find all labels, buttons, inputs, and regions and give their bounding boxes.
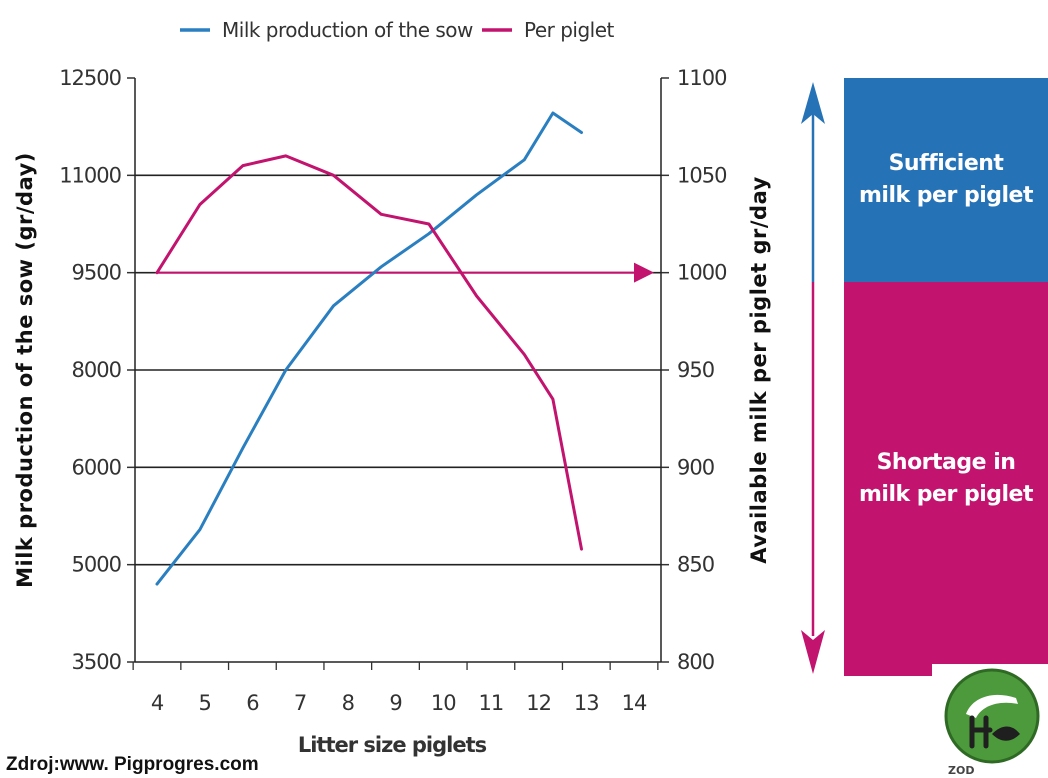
shortage-milk-zone: Shortage in milk per piglet — [844, 282, 1048, 676]
source-credit: Zdroj:www. Pigprogres.com — [6, 754, 259, 775]
shortage-milk-label: Shortage in milk per piglet — [859, 450, 1034, 507]
series-layer — [155, 111, 583, 586]
x-tick-label: 13 — [574, 691, 599, 715]
reference-line-layer — [157, 262, 654, 283]
legend-label: Per piglet — [524, 18, 615, 42]
tick-labels: 12500 1100 11000 1050 9500 1000 8000 950 6000 900… — [59, 66, 727, 715]
legend: Milk production of the sow Per piglet — [180, 18, 615, 42]
y-left-tick-label: 8000 — [72, 358, 121, 382]
y-right-tick-label: 1050 — [677, 163, 726, 187]
grid — [127, 77, 669, 663]
up-arrowhead — [801, 82, 825, 124]
y-left-tick-label: 5000 — [72, 553, 121, 577]
sufficient-milk-zone: Sufficient milk per piglet — [844, 78, 1048, 282]
y-right-tick-label: 950 — [677, 358, 714, 382]
sufficient-milk-label: Sufficient milk per piglet — [859, 151, 1034, 208]
zod-logo: ZOD — [932, 664, 1048, 778]
y-right-tick-label: 1100 — [677, 66, 726, 90]
x-tick-label: 9 — [389, 691, 401, 715]
y-left-tick-label: 11000 — [59, 163, 121, 187]
x-tick-label: 10 — [431, 691, 456, 715]
series-line-milk-production-of-the-sow — [155, 111, 583, 586]
legend-label: Milk production of the sow — [222, 18, 473, 42]
y-right-tick-label: 850 — [677, 553, 714, 577]
axes — [132, 78, 662, 670]
y-left-tick-label: 6000 — [72, 455, 121, 479]
x-tick-label: 12 — [526, 691, 551, 715]
x-axis-label: Litter size piglets — [298, 733, 487, 757]
x-tick-label: 14 — [622, 691, 647, 715]
y-left-tick-label: 3500 — [72, 650, 121, 674]
down-arrowhead — [801, 630, 825, 674]
x-tick-label: 7 — [294, 691, 306, 715]
y-right-tick-label: 900 — [677, 455, 714, 479]
x-tick-label: 8 — [342, 691, 354, 715]
x-tick-label: 4 — [151, 691, 164, 715]
series-line-per-piglet — [155, 154, 583, 551]
y-left-tick-label: 12500 — [59, 66, 121, 90]
y-right-tick-label: 1000 — [677, 261, 726, 285]
x-tick-label: 5 — [199, 691, 211, 715]
y-left-tick-label: 9500 — [72, 261, 121, 285]
reference-line-arrowhead — [634, 262, 654, 283]
range-arrows — [801, 82, 825, 674]
y-axis-right-label: Available milk per piglet gr/day — [747, 176, 771, 564]
x-tick-label: 6 — [246, 691, 259, 715]
x-tick-label: 11 — [479, 691, 504, 715]
logo-text: ZOD — [948, 764, 974, 777]
y-right-tick-label: 800 — [677, 650, 714, 674]
y-axis-left-label: Milk production of the sow (gr/day) — [13, 152, 37, 588]
